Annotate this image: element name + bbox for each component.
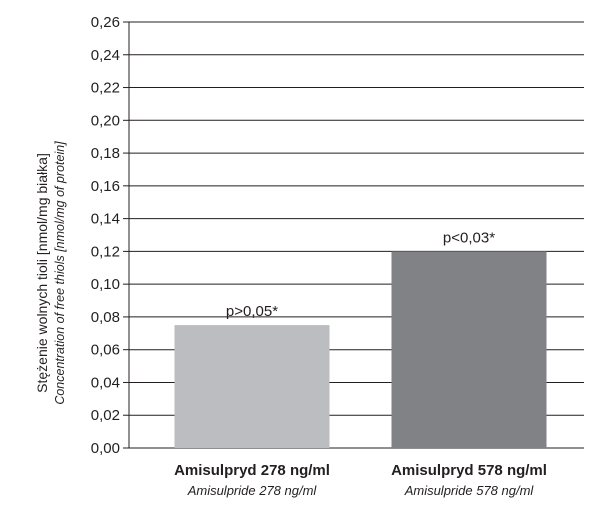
y-tick-labels: 0,00 0,02 0,04 0,06 0,08 0,10 0,12 0,14 0,16 0,18… <box>91 14 120 457</box>
y-tick-label: 0,20 <box>91 112 120 129</box>
y-tick-label: 0,18 <box>91 145 120 162</box>
y-tick-label: 0,02 <box>91 407 120 424</box>
y-tick-label: 0,00 <box>91 440 120 457</box>
y-tick-label: 0,10 <box>91 276 120 293</box>
y-tick-label: 0,06 <box>91 342 120 359</box>
x-category-label: Amisulpryd 578 ng/ml <box>391 462 547 479</box>
y-tick-label: 0,14 <box>91 211 120 228</box>
y-tick-label: 0,12 <box>91 243 120 260</box>
y-axis-label: Stężenie wolnych tioli [nmol/mg białka] <box>34 153 50 393</box>
y-tick-label: 0,24 <box>91 47 120 64</box>
x-category-label-secondary: Amisulpride 578 ng/ml <box>404 483 535 498</box>
y-tick-label: 0,22 <box>91 80 120 97</box>
data-labels: p>0,05* p<0,03* <box>226 229 495 320</box>
bars <box>174 251 547 448</box>
x-category-label-secondary: Amisulpride 278 ng/ml <box>187 483 318 498</box>
y-axis-label-secondary: Concentration of free thiols [nmol/mg of… <box>53 141 67 405</box>
x-category-label: Amisulpryd 278 ng/ml <box>174 462 330 479</box>
y-tick-label: 0,04 <box>91 374 120 391</box>
data-label: p>0,05* <box>226 303 278 320</box>
y-axis-title: Stężenie wolnych tioli [nmol/mg białka] … <box>34 141 67 405</box>
y-tick-label: 0,16 <box>91 178 120 195</box>
x-category-labels: Amisulpryd 278 ng/ml Amisulpride 278 ng/m… <box>174 462 547 498</box>
y-tick-label: 0,26 <box>91 14 120 31</box>
bar <box>391 251 547 448</box>
y-tick-label: 0,08 <box>91 309 120 326</box>
bar <box>174 325 330 448</box>
data-label: p<0,03* <box>443 229 495 246</box>
